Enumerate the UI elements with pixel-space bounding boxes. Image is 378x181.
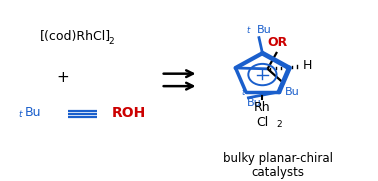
Text: t: t: [277, 85, 281, 94]
Text: catalysts: catalysts: [251, 166, 304, 179]
Text: t: t: [242, 88, 245, 97]
Text: 2: 2: [277, 121, 282, 129]
Text: t: t: [19, 110, 22, 119]
Text: Rh: Rh: [254, 101, 271, 114]
Text: [(cod)RhCl]: [(cod)RhCl]: [40, 30, 112, 43]
Text: bulky planar-chiral: bulky planar-chiral: [223, 152, 333, 165]
Text: t: t: [246, 26, 249, 35]
Text: Bu: Bu: [257, 25, 271, 35]
Text: OR: OR: [268, 36, 288, 49]
Text: H: H: [303, 59, 312, 72]
Text: Cl: Cl: [256, 116, 268, 129]
Text: ROH: ROH: [112, 106, 146, 120]
Text: Bu: Bu: [247, 98, 262, 108]
Text: Bu: Bu: [25, 106, 42, 119]
Text: Bu: Bu: [285, 87, 300, 97]
Text: 2: 2: [108, 37, 114, 46]
Text: +: +: [56, 70, 69, 85]
